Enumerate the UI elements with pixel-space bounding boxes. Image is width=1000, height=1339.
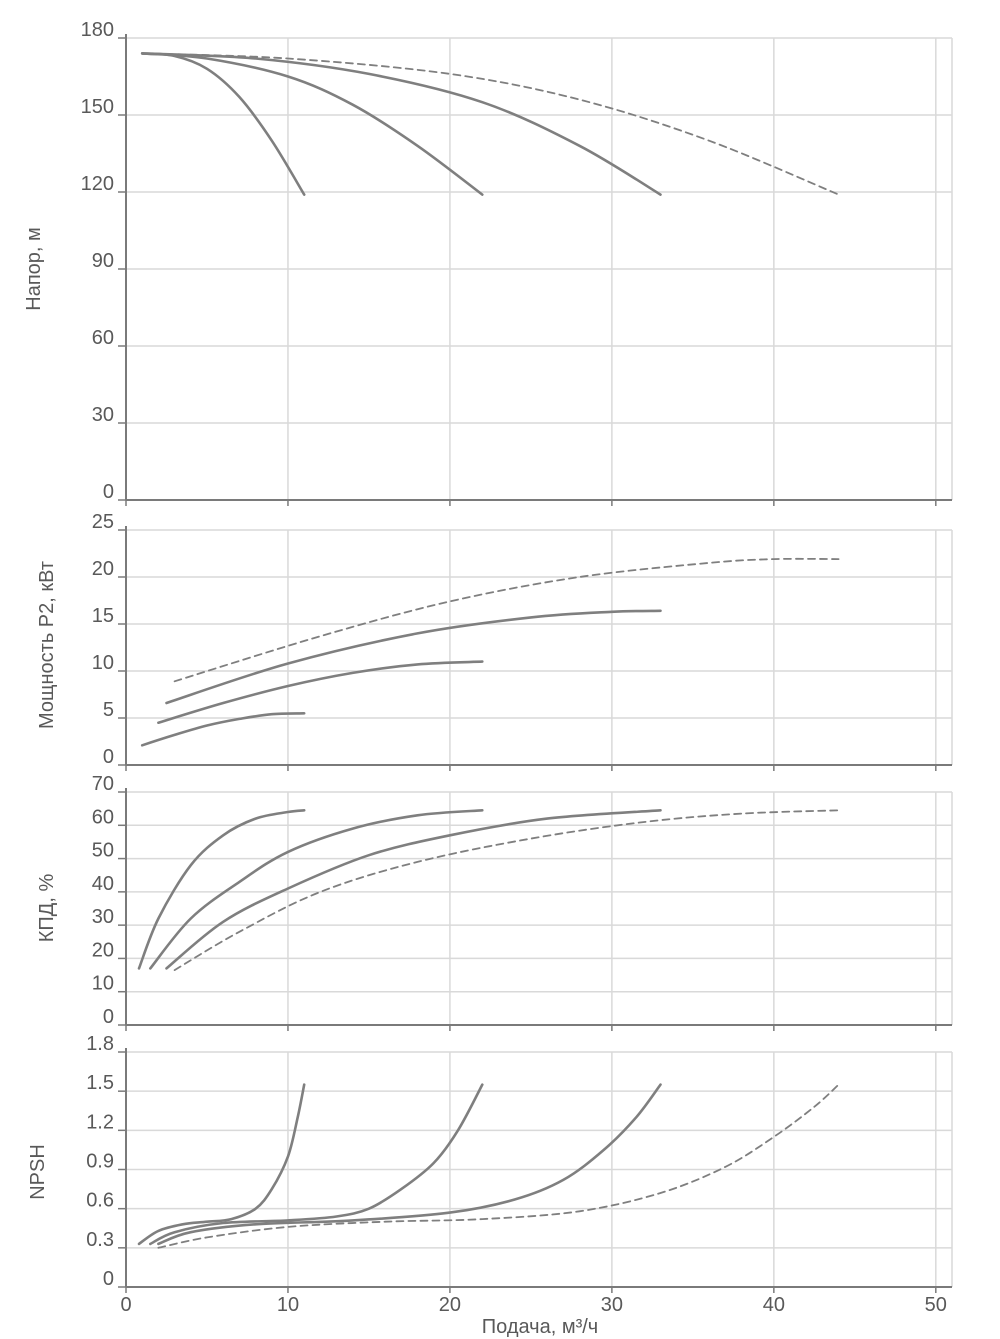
power-curve-2-line xyxy=(157,660,484,724)
npsh-curve-1-line xyxy=(137,1083,306,1246)
npsh-curve-3-line xyxy=(157,1083,662,1246)
y-tick-label: 50 xyxy=(92,840,114,862)
y-tick-label: 180 xyxy=(81,19,114,41)
y-tick-label: 120 xyxy=(81,173,114,195)
y-tick-label: 1.5 xyxy=(86,1072,114,1094)
y-tick-label: 70 xyxy=(92,773,114,795)
x-axis: 0 10 20 30 40 50 xyxy=(120,1294,946,1316)
npsh-curve-2-line xyxy=(149,1083,484,1246)
y-tick-label: 40 xyxy=(92,873,114,895)
efficiency-curve-4-line xyxy=(173,809,840,971)
y-tick-label: 1.8 xyxy=(86,1033,114,1055)
x-tick-label: 50 xyxy=(925,1294,947,1316)
y-tick-label: 30 xyxy=(92,906,114,928)
power-curve-1-line xyxy=(140,712,306,747)
y-tick-label: 5 xyxy=(103,699,114,721)
head-curve-3-line xyxy=(140,52,662,196)
efficiency-curve-1-line xyxy=(137,809,306,970)
power-curve-3-line xyxy=(165,609,662,705)
npsh-curve-4-line xyxy=(157,1083,840,1249)
y-tick-label: 30 xyxy=(92,404,114,426)
y-tick-label: 0.3 xyxy=(86,1229,114,1251)
y-tick-label: 1.2 xyxy=(86,1111,114,1133)
efficiency-curve-2-line xyxy=(149,809,484,970)
power-curve-4-line xyxy=(173,557,840,683)
npsh-y-axis-title: NPSH xyxy=(27,1144,49,1200)
y-tick-label: 60 xyxy=(92,806,114,828)
y-tick-label: 0 xyxy=(103,481,114,503)
y-tick-label: 25 xyxy=(92,511,114,533)
x-tick-label: 30 xyxy=(601,1294,623,1316)
efficiency-y-axis-title: КПД, % xyxy=(36,874,58,943)
y-tick-label: 90 xyxy=(92,250,114,272)
x-tick-label: 40 xyxy=(763,1294,785,1316)
x-axis-title: Подача, м³/ч xyxy=(482,1316,598,1338)
head-panel: 0 30 60 90 120 150 180 Напор, м xyxy=(23,19,953,506)
x-tick-label: 0 xyxy=(120,1294,131,1316)
y-tick-label: 150 xyxy=(81,96,114,118)
y-tick-label: 0 xyxy=(103,1006,114,1028)
head-curve-2-line xyxy=(140,52,484,196)
head-y-axis-title: Напор, м xyxy=(23,227,45,311)
npsh-panel: 0 0.3 0.6 0.9 1.2 1.5 1.8 NPSH xyxy=(27,1033,953,1293)
y-tick-label: 0 xyxy=(103,746,114,768)
y-tick-label: 10 xyxy=(92,973,114,995)
y-tick-label: 60 xyxy=(92,327,114,349)
y-tick-label: 0 xyxy=(103,1268,114,1290)
y-tick-label: 15 xyxy=(92,605,114,627)
y-tick-label: 20 xyxy=(92,939,114,961)
y-tick-label: 20 xyxy=(92,558,114,580)
x-tick-label: 20 xyxy=(439,1294,461,1316)
efficiency-panel: 0 10 20 30 40 50 60 70 КПД, % xyxy=(36,773,953,1031)
y-tick-label: 0.9 xyxy=(86,1151,114,1173)
efficiency-curve-3-line xyxy=(165,809,662,970)
head-curve-4-line xyxy=(141,52,840,196)
y-tick-label: 10 xyxy=(92,652,114,674)
power-y-axis-title: Мощность P2, кВт xyxy=(36,561,58,729)
power-panel: 0 5 10 15 20 25 Мощность P2, кВт xyxy=(36,511,953,771)
x-tick-label: 10 xyxy=(277,1294,299,1316)
y-tick-label: 0.6 xyxy=(86,1190,114,1212)
